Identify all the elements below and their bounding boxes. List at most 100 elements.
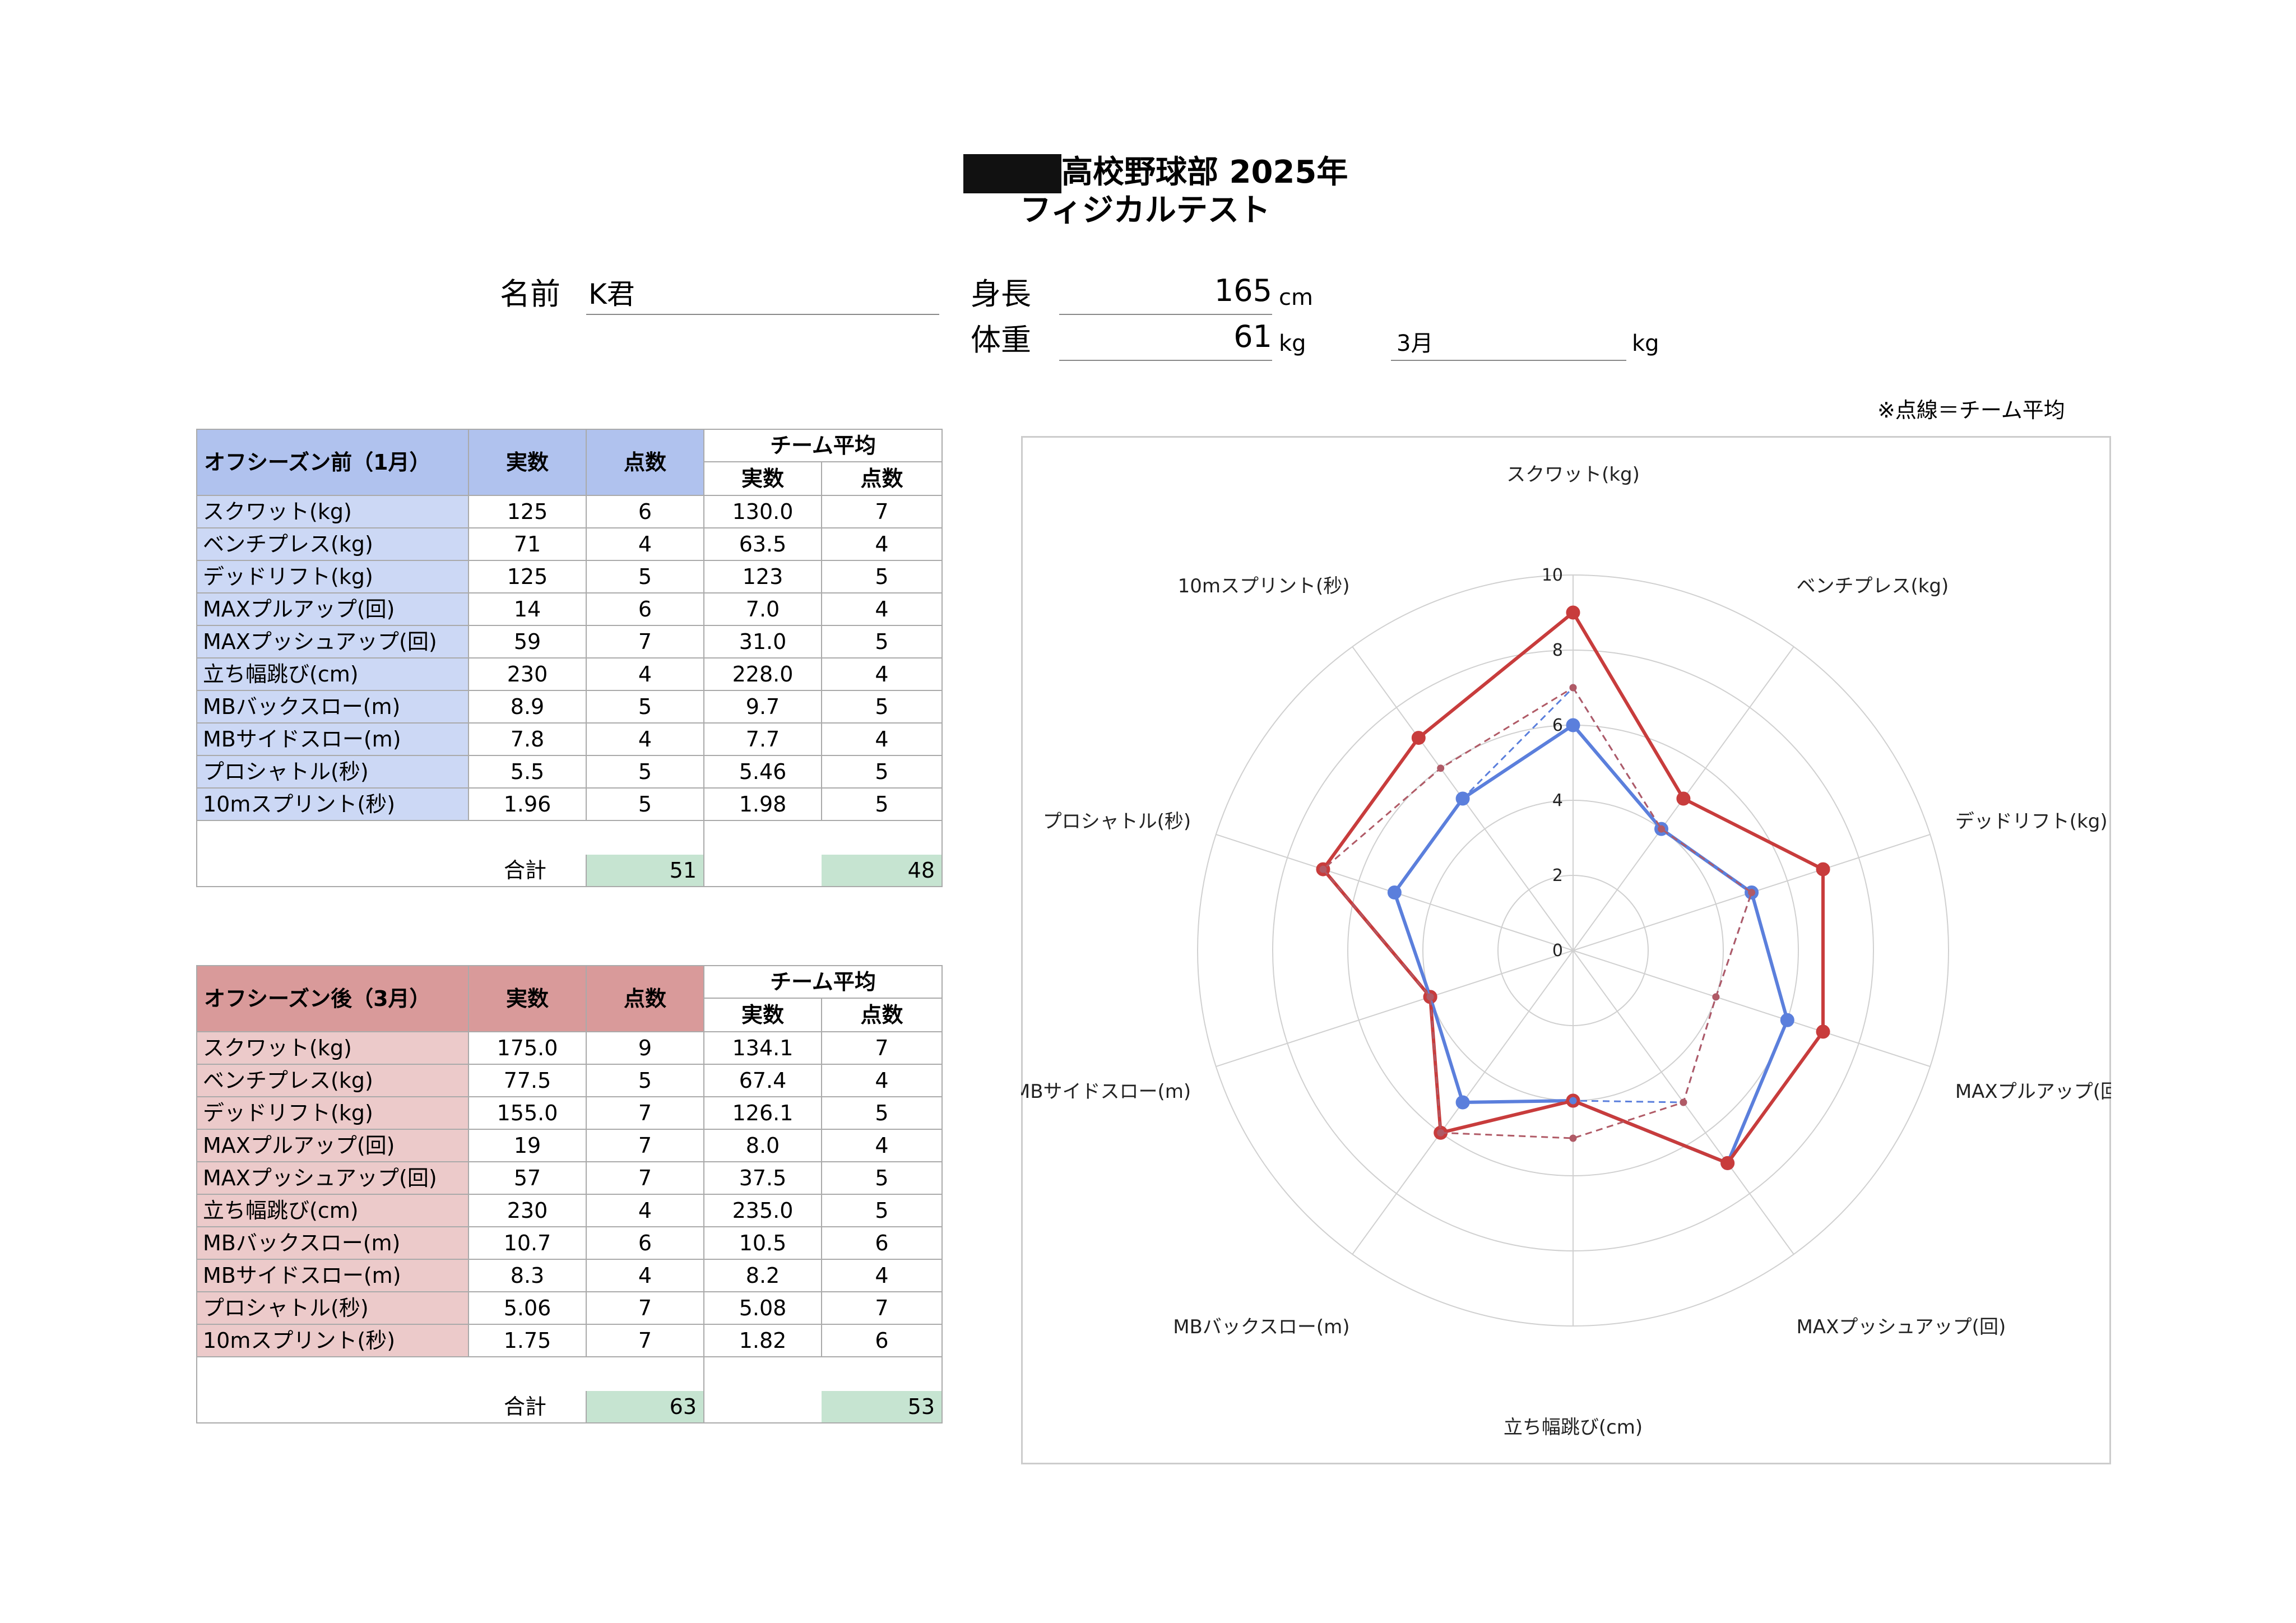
pre-total-value: 51 [586, 855, 704, 887]
series-point-3 [1319, 865, 1327, 873]
pre-table-title: オフシーズン前（1月） [196, 429, 469, 496]
series-point-3 [1748, 888, 1756, 896]
post-row-team-actual: 126.1 [703, 1096, 822, 1130]
post-offseason-table: オフシーズン後（3月） 実数 点数 チーム平均 実数 点数 スクワット(kg) 1… [196, 965, 943, 1423]
page-title: 高校野球部 2025年 [1061, 154, 1348, 191]
post-col-score: 点数 [586, 965, 704, 1032]
series-line-3 [1322, 687, 1753, 1139]
pre-row-score: 6 [586, 495, 704, 528]
tick-label: 8 [1552, 641, 1563, 660]
series-point-0 [1566, 718, 1580, 732]
post-row-item: 立ち幅跳び(cm) [196, 1194, 469, 1227]
pre-row-actual: 5.5 [468, 755, 587, 789]
pre-row-team-score: 5 [821, 787, 943, 821]
weight-value[interactable]: 61 [1233, 319, 1272, 354]
post-row-actual: 77.5 [468, 1064, 587, 1097]
name-value[interactable]: K君 [588, 278, 635, 310]
weight2-unit: kg [1632, 331, 1659, 356]
axis-label: MAXプッシュアップ(回) [1796, 1316, 2006, 1338]
post-row-item: MBサイドスロー(m) [196, 1259, 469, 1292]
weight-underline [1059, 360, 1272, 361]
post-row-team-actual: 235.0 [703, 1194, 822, 1227]
series-point-3 [1569, 1134, 1577, 1142]
axis-label: 10mスプリント(秒) [1178, 575, 1350, 597]
height-value[interactable]: 165 [1214, 273, 1272, 308]
pre-row-item: ベンチプレス(kg) [196, 527, 469, 561]
post-row-actual: 175.0 [468, 1031, 587, 1065]
post-row-score: 4 [586, 1194, 704, 1227]
weight-unit: kg [1279, 331, 1306, 356]
post-row-team-score: 4 [821, 1129, 943, 1162]
pre-row-actual: 8.9 [468, 690, 587, 724]
pre-team-avg-header: チーム平均 [703, 429, 943, 462]
table-row: デッドリフト(kg) 155.0 7 126.1 5 [196, 1096, 943, 1130]
pre-row-team-score: 7 [821, 495, 943, 528]
table-row: MBサイドスロー(m) 7.8 4 7.7 4 [196, 722, 943, 756]
table-row: スクワット(kg) 125 6 130.0 7 [196, 495, 943, 528]
post-row-team-actual: 37.5 [703, 1161, 822, 1195]
series-point-1 [1411, 731, 1426, 745]
post-row-item: MAXプッシュアップ(回) [196, 1161, 469, 1195]
series-point-1 [1676, 791, 1691, 806]
tick-label: 0 [1552, 941, 1563, 961]
weight-label: 体重 [971, 322, 1031, 358]
grid-spoke [1216, 950, 1574, 1067]
redacted-school-name [963, 154, 1061, 193]
table-row: プロシャトル(秒) 5.5 5 5.46 5 [196, 755, 943, 789]
post-row-actual: 155.0 [468, 1096, 587, 1130]
pre-row-actual: 7.8 [468, 722, 587, 756]
post-row-item: ベンチプレス(kg) [196, 1064, 469, 1097]
pre-row-score: 4 [586, 657, 704, 691]
pre-row-team-score: 5 [821, 625, 943, 659]
table-row: MBバックスロー(m) 8.9 5 9.7 5 [196, 690, 943, 724]
post-row-team-score: 4 [821, 1064, 943, 1097]
pre-row-item: プロシャトル(秒) [196, 755, 469, 789]
series-point-0 [1780, 1013, 1794, 1027]
weight2-month[interactable]: 3月 [1397, 331, 1434, 356]
post-row-team-score: 7 [821, 1291, 943, 1325]
post-row-team-actual: 5.08 [703, 1291, 822, 1325]
pre-row-actual: 230 [468, 657, 587, 691]
post-row-score: 4 [586, 1259, 704, 1292]
series-point-2 [1459, 1098, 1467, 1106]
table-row: 10mスプリント(秒) 1.75 7 1.82 6 [196, 1324, 943, 1357]
pre-row-score: 4 [586, 722, 704, 756]
pre-row-actual: 71 [468, 527, 587, 561]
height-underline [1059, 314, 1272, 315]
series-point-3 [1426, 993, 1434, 1001]
post-row-item: デッドリフト(kg) [196, 1096, 469, 1130]
pre-row-team-score: 4 [821, 527, 943, 561]
height-label: 身長 [971, 276, 1031, 312]
pre-row-score: 5 [586, 690, 704, 724]
table-row: ベンチプレス(kg) 71 4 63.5 4 [196, 527, 943, 561]
post-row-actual: 8.3 [468, 1259, 587, 1292]
post-row-item: MBバックスロー(m) [196, 1226, 469, 1260]
post-row-actual: 1.75 [468, 1324, 587, 1357]
pre-row-actual: 1.96 [468, 787, 587, 821]
series-point-3 [1658, 825, 1666, 833]
post-row-team-actual: 1.82 [703, 1324, 822, 1357]
pre-row-team-score: 4 [821, 657, 943, 691]
post-row-team-score: 7 [821, 1031, 943, 1065]
pre-row-team-actual: 5.46 [703, 755, 822, 789]
table-row: MAXプルアップ(回) 14 6 7.0 4 [196, 592, 943, 626]
post-row-team-actual: 134.1 [703, 1031, 822, 1065]
pre-row-team-score: 4 [821, 722, 943, 756]
post-row-item: MAXプルアップ(回) [196, 1129, 469, 1162]
post-row-actual: 57 [468, 1161, 587, 1195]
series-point-3 [1437, 1129, 1445, 1137]
pre-offseason-table: オフシーズン前（1月） 実数 点数 チーム平均 実数 点数 スクワット(kg) 1… [196, 429, 943, 887]
series-point-2 [1569, 1097, 1577, 1105]
series-point-1 [1720, 1156, 1735, 1170]
post-row-team-actual: 67.4 [703, 1064, 822, 1097]
post-row-team-score: 6 [821, 1324, 943, 1357]
table-row: MAXプルアップ(回) 19 7 8.0 4 [196, 1129, 943, 1162]
table-row: MAXプッシュアップ(回) 57 7 37.5 5 [196, 1161, 943, 1195]
series-point-1 [1816, 862, 1830, 877]
name-label: 名前 [500, 276, 560, 312]
table-row: 立ち幅跳び(cm) 230 4 235.0 5 [196, 1194, 943, 1227]
post-row-team-score: 6 [821, 1226, 943, 1260]
pre-row-team-score: 5 [821, 560, 943, 593]
pre-row-team-actual: 228.0 [703, 657, 822, 691]
axis-label: プロシャトル(秒) [1043, 810, 1191, 833]
